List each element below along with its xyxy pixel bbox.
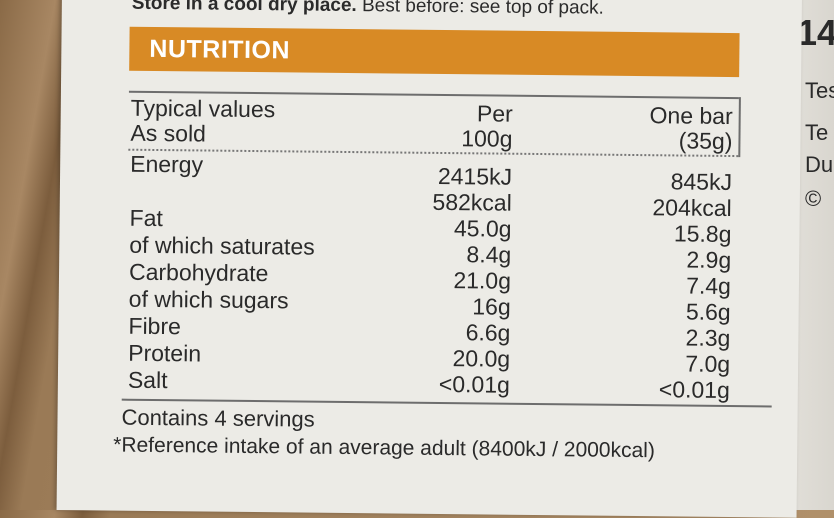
row-per100: 21.0g <box>453 267 512 294</box>
row-per100: 6.6g <box>465 319 511 346</box>
nutrition-header: NUTRITION <box>129 26 740 78</box>
one-bar-header-2: (35g) <box>678 127 733 155</box>
table-right-border <box>738 97 741 158</box>
per-100g-header-1: Per <box>476 100 513 127</box>
side-text-4: © <box>805 186 822 211</box>
side-text-2: Te <box>805 120 829 145</box>
row-bar: 2.3g <box>685 324 731 352</box>
row-per100: 20.0g <box>452 345 511 372</box>
servings-text: Contains 4 servings <box>121 404 315 432</box>
row-per100: 16g <box>472 293 511 320</box>
row-per100: 45.0g <box>453 215 512 242</box>
row-label: Protein <box>128 339 202 367</box>
nutrition-title: NUTRITION <box>149 34 291 65</box>
row-bar: 2.9g <box>686 246 732 274</box>
nutrition-label-card: Store in a cool dry place. Best before: … <box>56 0 802 518</box>
one-bar-header-1: One bar <box>649 102 733 130</box>
row-bar: 7.4g <box>686 272 732 300</box>
typical-values-label: Typical values <box>130 94 276 123</box>
side-number: 14 <box>797 12 834 53</box>
row-per100: 8.4g <box>466 241 512 268</box>
storage-rest: Best before: see top of pack. <box>356 0 605 19</box>
row-label: Fibre <box>128 312 182 340</box>
row-label: of which sugars <box>128 285 289 314</box>
side-text-3: Du <box>805 152 834 177</box>
storage-text: Store in a cool dry place. Best before: … <box>132 0 604 20</box>
row-bar: <0.01g <box>658 376 730 404</box>
as-sold-label: As sold <box>130 119 207 147</box>
row-bar: 7.0g <box>685 350 731 378</box>
row-label: Carbohydrate <box>128 258 269 287</box>
per-100g-header-2: 100g <box>461 125 513 152</box>
row-per100: <0.01g <box>438 370 511 398</box>
row-label: Salt <box>127 366 168 394</box>
storage-bold: Store in a cool dry place. <box>131 0 357 17</box>
row-bar: 5.6g <box>685 298 731 326</box>
side-text-1: Tes <box>805 78 834 103</box>
row-per100: 2415kJ <box>437 162 513 190</box>
row-per100: 582kcal <box>432 188 512 216</box>
row-bar: 845kJ <box>670 168 733 196</box>
reference-intake-text: *Reference intake of an average adult (8… <box>113 433 656 463</box>
row-bar: 15.8g <box>673 220 732 248</box>
row-label: of which saturates <box>129 231 315 260</box>
row-bar: 204kcal <box>652 194 732 222</box>
row-label: Fat <box>129 204 163 232</box>
row-label: Energy <box>130 150 204 178</box>
